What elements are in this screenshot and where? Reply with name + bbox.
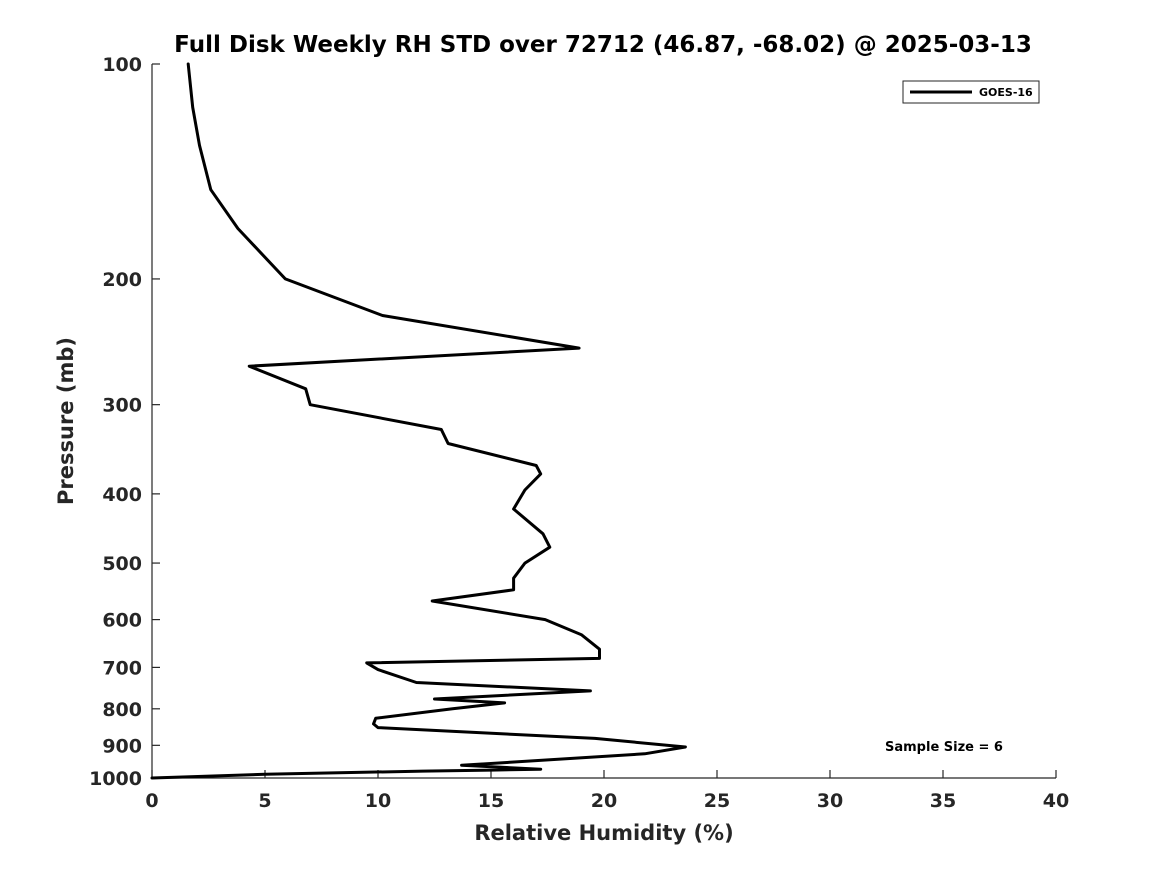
y-tick-label: 300 (102, 395, 142, 417)
x-tick-label: 35 (930, 790, 956, 812)
y-tick-label: 900 (102, 735, 142, 757)
plot-area: 0 5 10 15 20 25 30 35 40 100 200 300 400 500 600 700 80… (89, 54, 1069, 812)
y-tick-label: 500 (102, 553, 142, 575)
x-tick-label: 25 (704, 790, 730, 812)
y-ticks: 100 200 300 400 500 600 700 800 900 1000 (89, 54, 160, 790)
y-tick-label: 100 (102, 54, 142, 76)
x-tick-label: 30 (817, 790, 843, 812)
legend-label: GOES-16 (979, 86, 1033, 99)
sample-size-annotation: Sample Size = 6 (885, 740, 1003, 755)
y-axis-label: Pressure (mb) (54, 337, 78, 505)
y-tick-label: 400 (102, 484, 142, 506)
x-tick-label: 0 (145, 790, 158, 812)
y-tick-label: 700 (102, 657, 142, 679)
legend: GOES-16 (902, 80, 1040, 104)
x-tick-label: 20 (591, 790, 617, 812)
y-tick-label: 600 (102, 610, 142, 632)
x-tick-label: 5 (258, 790, 271, 812)
x-tick-label: 15 (478, 790, 504, 812)
y-tick-label: 200 (102, 269, 142, 291)
x-ticks: 0 5 10 15 20 25 30 35 40 (145, 770, 1069, 812)
y-tick-label: 800 (102, 699, 142, 721)
series-line-goes-16 (150, 62, 687, 780)
x-tick-label: 40 (1043, 790, 1069, 812)
x-axis-label: Relative Humidity (%) (474, 821, 733, 845)
chart-title: Full Disk Weekly RH STD over 72712 (46.8… (174, 32, 1032, 58)
y-tick-label: 1000 (89, 768, 142, 790)
x-tick-label: 10 (365, 790, 391, 812)
